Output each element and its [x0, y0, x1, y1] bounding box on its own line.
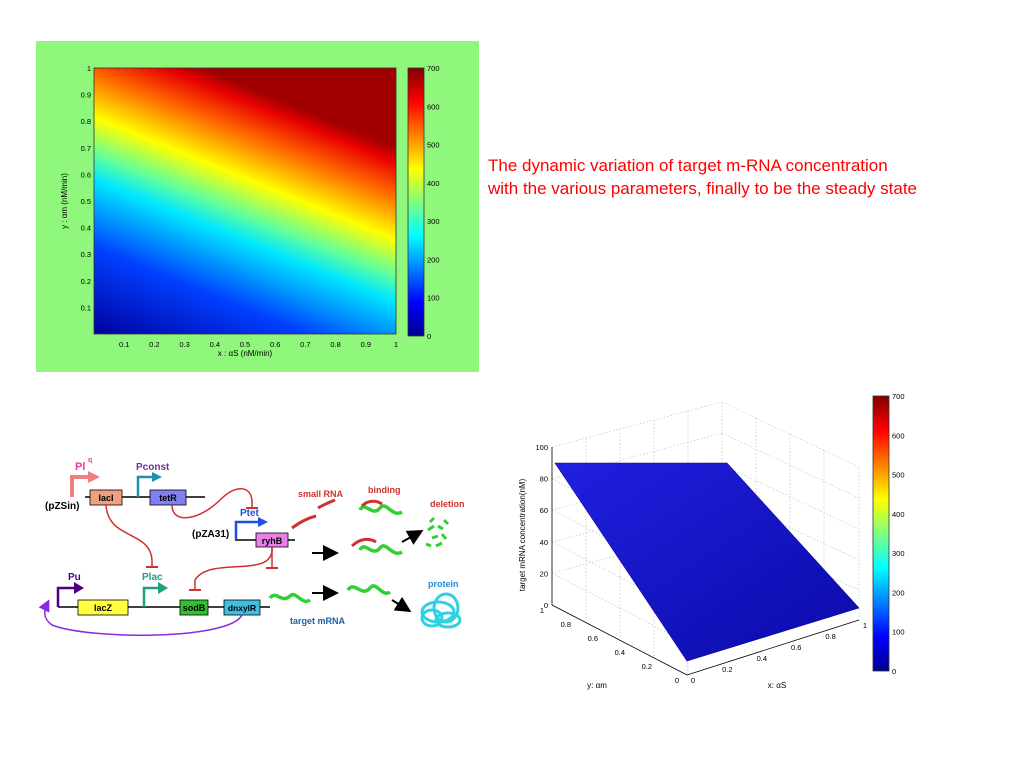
- heatmap-colorbar-tick: 500: [427, 141, 440, 150]
- gene-lacz-label: lacZ: [94, 603, 113, 613]
- heatmap-ytick: 0.9: [81, 91, 91, 100]
- surface-colorbar-tick: 300: [892, 549, 905, 558]
- heatmap-colorbar-tick: 600: [427, 102, 440, 111]
- surface-mesh: [554, 462, 860, 662]
- label-binding: binding: [368, 485, 401, 495]
- surface-ytick: 1: [540, 606, 544, 615]
- caption-line-2: with the various parameters, finally to …: [488, 179, 918, 198]
- heatmap-panel: 0.1 0.2 0.3 0.4 0.5 0.6 0.7 0.8 0.9 1 0.1 0.2 0.3 0.…: [36, 41, 479, 372]
- surface-ztick: 60: [540, 506, 548, 515]
- label-protein: protein: [428, 579, 459, 589]
- heatmap-colorbar-tick: 700: [427, 64, 440, 73]
- heatmap-ytick: 0.7: [81, 144, 91, 153]
- heatmap-colorbar-tick: 400: [427, 179, 440, 188]
- promoter-ptet-label: Ptet: [240, 508, 260, 519]
- heatmap-colorbar-tick: 0: [427, 332, 431, 341]
- gene-ryhb-label: ryhB: [262, 536, 283, 546]
- surface-xtick: 0.6: [791, 643, 801, 652]
- gene-dnxylr-label: dnxylR: [228, 603, 256, 613]
- gene-sodb: [179, 599, 209, 616]
- surface-ztick: 40: [540, 538, 548, 547]
- heatmap-ytick: 0.4: [81, 224, 91, 233]
- heatmap-xtick: 0.1: [119, 340, 129, 349]
- heatmap-xlabel: x : αS (nM/min): [218, 349, 273, 358]
- surface-ytick: 0.4: [615, 648, 625, 657]
- surface-ytick: 0.2: [642, 662, 652, 671]
- surface-xtick: 0.2: [722, 665, 732, 674]
- promoter-pl-label: Pl: [75, 461, 85, 473]
- heatmap-ytick: 0.1: [81, 303, 91, 312]
- gene-laci-label: lacI: [98, 493, 113, 503]
- genetic-circuit-diagram: (pZSin) Pl q lacI Pconst tetR (pZA31) Pt…: [30, 440, 480, 670]
- gene-lacz: [77, 599, 129, 616]
- label-target-mrna: target mRNA: [290, 616, 346, 626]
- heatmap-ylabel: y : αm (nM/min): [60, 173, 69, 229]
- heatmap-colorbar-tick: 300: [427, 217, 440, 226]
- surface-xtick: 0.4: [757, 654, 767, 663]
- caption: The dynamic variation of target m-RNA co…: [488, 154, 1008, 200]
- surface-ytick: 0: [675, 676, 679, 685]
- promoter-pl-sup: q: [88, 457, 92, 464]
- heatmap-xtick: 0.2: [149, 340, 159, 349]
- surface-zlabel: target mRNA concentration(nM): [518, 478, 527, 591]
- promoter-pu-label: Pu: [68, 572, 81, 583]
- surface-ztick: 80: [540, 475, 548, 484]
- heatmap-xtick: 0.9: [361, 340, 371, 349]
- heatmap-chart: 0.1 0.2 0.3 0.4 0.5 0.6 0.7 0.8 0.9 1 0.1 0.2 0.3 0.…: [60, 64, 440, 358]
- surface-colorbar-tick: 200: [892, 588, 905, 597]
- promoter-pconst-label: Pconst: [136, 462, 170, 473]
- surface-xlabel: x: αS: [768, 681, 786, 690]
- surface-xtick: 0.8: [825, 632, 835, 641]
- surface-colorbar-tick: 700: [892, 392, 905, 401]
- caption-line-1: The dynamic variation of target m-RNA co…: [488, 156, 888, 175]
- heatmap-xtick: 0.6: [270, 340, 280, 349]
- heatmap-colorbar-tick: 200: [427, 255, 440, 264]
- label-small-rna: small RNA: [298, 489, 344, 499]
- circuit-svg: (pZSin) Pl q lacI Pconst tetR (pZA31) Pt…: [38, 457, 465, 636]
- surface-colorbar-tick: 500: [892, 471, 905, 480]
- heatmap-xtick: 0.3: [179, 340, 189, 349]
- heatmap-xtick: 0.7: [300, 340, 310, 349]
- surface-xtick: 1: [863, 621, 867, 630]
- heatmap-colorbar-tick: 100: [427, 294, 440, 303]
- surface-ytick: 0.6: [588, 634, 598, 643]
- heatmap-xtick: 0.4: [210, 340, 220, 349]
- surface-panel: 0 20 40 60 80 100 0 0.2 0.4 0.6 0.8 1 0 0.2 0.4 0.6 0.…: [497, 375, 945, 705]
- plasmid-pzsin-label: (pZSin): [45, 501, 79, 512]
- surface-ztick: 0: [544, 601, 548, 610]
- surface-ztick: 20: [540, 569, 548, 578]
- heatmap-xtick: 0.5: [240, 340, 250, 349]
- surface-colorbar: [872, 395, 890, 672]
- surface-colorbar-tick: 0: [892, 667, 896, 676]
- gene-tetr-label: tetR: [159, 493, 177, 503]
- surface-ztick: 100: [535, 443, 548, 452]
- gene-tetr: [149, 489, 187, 506]
- heatmap-xtick: 1: [394, 340, 398, 349]
- heatmap-ytick: 0.3: [81, 250, 91, 259]
- surface-colorbar-tick: 100: [892, 628, 905, 637]
- surface-ytick: 0.8: [561, 620, 571, 629]
- heatmap-xtick: 0.8: [330, 340, 340, 349]
- heatmap-ytick: 0.2: [81, 277, 91, 286]
- heatmap-ytick: 1: [87, 64, 91, 73]
- heatmap-ytick: 0.6: [81, 170, 91, 179]
- heatmap-ytick: 0.8: [81, 117, 91, 126]
- surface-chart: 0 20 40 60 80 100 0 0.2 0.4 0.6 0.8 1 0 0.2 0.4 0.6 0.…: [518, 392, 905, 690]
- plasmid-pza31-label: (pZA31): [192, 529, 229, 540]
- heatmap-ytick: 0.5: [81, 197, 91, 206]
- promoter-plac-label: Plac: [142, 572, 163, 583]
- surface-ylabel: y: αm: [587, 681, 607, 690]
- surface-colorbar-tick: 400: [892, 510, 905, 519]
- surface-colorbar-tick: 600: [892, 431, 905, 440]
- surface-xtick: 0: [691, 676, 695, 685]
- label-deletion: deletion: [430, 499, 465, 509]
- heatmap-colorbar: [407, 67, 425, 337]
- gene-sodb-label: sodB: [183, 603, 206, 613]
- heatmap-plot-area: [94, 68, 396, 334]
